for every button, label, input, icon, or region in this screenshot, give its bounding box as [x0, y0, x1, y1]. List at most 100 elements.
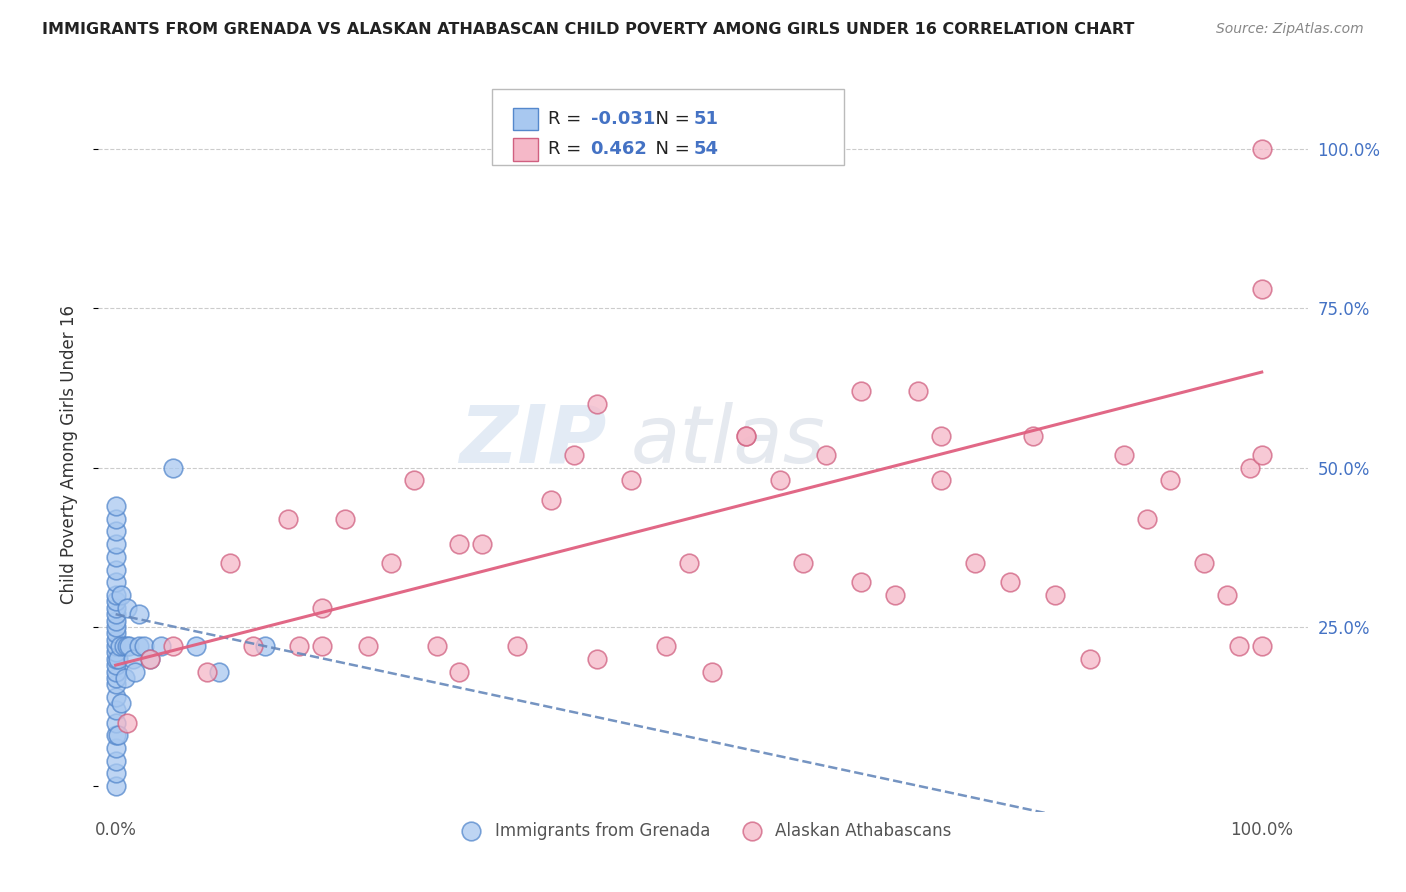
Point: [115, 715, 138, 730]
Point: [150, 639, 173, 653]
Point: [1045, 588, 1067, 602]
Point: [380, 556, 402, 570]
Point: [540, 492, 562, 507]
Point: [849, 384, 872, 399]
Point: [162, 460, 184, 475]
Point: [620, 474, 643, 488]
Point: [112, 639, 135, 653]
Point: [402, 474, 425, 488]
Point: [110, 697, 132, 711]
Point: [104, 639, 127, 653]
Point: [311, 639, 333, 653]
Point: [700, 665, 723, 679]
Point: [104, 665, 127, 679]
Point: [104, 620, 127, 634]
Point: [449, 537, 471, 551]
Point: [998, 575, 1021, 590]
Point: [242, 639, 264, 653]
Point: [104, 645, 127, 659]
Point: [104, 537, 127, 551]
Point: [104, 632, 127, 647]
Point: [333, 511, 356, 525]
Point: [107, 728, 129, 742]
Point: [115, 639, 138, 653]
Point: [104, 728, 127, 742]
Text: -0.031: -0.031: [591, 110, 655, 128]
Point: [1194, 556, 1216, 570]
Text: atlas: atlas: [630, 401, 825, 480]
Point: [219, 556, 242, 570]
Point: [104, 703, 127, 717]
Point: [104, 652, 127, 666]
Point: [815, 448, 838, 462]
Point: [735, 429, 758, 443]
Point: [134, 639, 156, 653]
Text: 54: 54: [693, 140, 718, 158]
Point: [253, 639, 276, 653]
Text: Source: ZipAtlas.com: Source: ZipAtlas.com: [1216, 22, 1364, 37]
Text: R =: R =: [548, 140, 588, 158]
Point: [288, 639, 311, 653]
Text: 51: 51: [693, 110, 718, 128]
Point: [1239, 460, 1261, 475]
Point: [104, 671, 127, 685]
Point: [104, 690, 127, 704]
Point: [471, 537, 494, 551]
Point: [104, 766, 127, 780]
Point: [104, 594, 127, 608]
Point: [562, 448, 585, 462]
Point: [115, 600, 138, 615]
Point: [104, 588, 127, 602]
Point: [1021, 429, 1043, 443]
Point: [311, 600, 333, 615]
Point: [104, 677, 127, 691]
Point: [277, 511, 299, 525]
Point: [586, 397, 609, 411]
Point: [1250, 639, 1272, 653]
Point: [104, 511, 127, 525]
Point: [792, 556, 814, 570]
Point: [1114, 448, 1136, 462]
Point: [1250, 282, 1272, 296]
Point: [929, 429, 952, 443]
Point: [104, 607, 127, 622]
Point: [128, 639, 150, 653]
Point: [907, 384, 929, 399]
Point: [849, 575, 872, 590]
Text: N =: N =: [644, 140, 696, 158]
Point: [506, 639, 529, 653]
Point: [1216, 588, 1239, 602]
Point: [104, 626, 127, 640]
Point: [118, 639, 141, 653]
Point: [184, 639, 207, 653]
Point: [104, 524, 127, 539]
Point: [107, 652, 129, 666]
Point: [104, 600, 127, 615]
Text: 0.462: 0.462: [591, 140, 647, 158]
Point: [124, 665, 146, 679]
Point: [449, 665, 471, 679]
Point: [735, 429, 758, 443]
Text: R =: R =: [548, 110, 588, 128]
Point: [104, 575, 127, 590]
Point: [162, 639, 184, 653]
Point: [586, 652, 609, 666]
Point: [1227, 639, 1250, 653]
Point: [104, 754, 127, 768]
Point: [195, 665, 218, 679]
Point: [104, 715, 127, 730]
Point: [357, 639, 380, 653]
Point: [104, 549, 127, 564]
Point: [128, 607, 150, 622]
Point: [108, 639, 131, 653]
Point: [678, 556, 700, 570]
Text: IMMIGRANTS FROM GRENADA VS ALASKAN ATHABASCAN CHILD POVERTY AMONG GIRLS UNDER 16: IMMIGRANTS FROM GRENADA VS ALASKAN ATHAB…: [42, 22, 1135, 37]
Point: [121, 652, 143, 666]
Point: [769, 474, 792, 488]
Text: N =: N =: [644, 110, 696, 128]
Point: [139, 652, 162, 666]
Point: [104, 614, 127, 628]
Point: [1250, 448, 1272, 462]
Point: [104, 563, 127, 577]
Legend: Immigrants from Grenada, Alaskan Athabascans: Immigrants from Grenada, Alaskan Athabas…: [449, 815, 957, 847]
